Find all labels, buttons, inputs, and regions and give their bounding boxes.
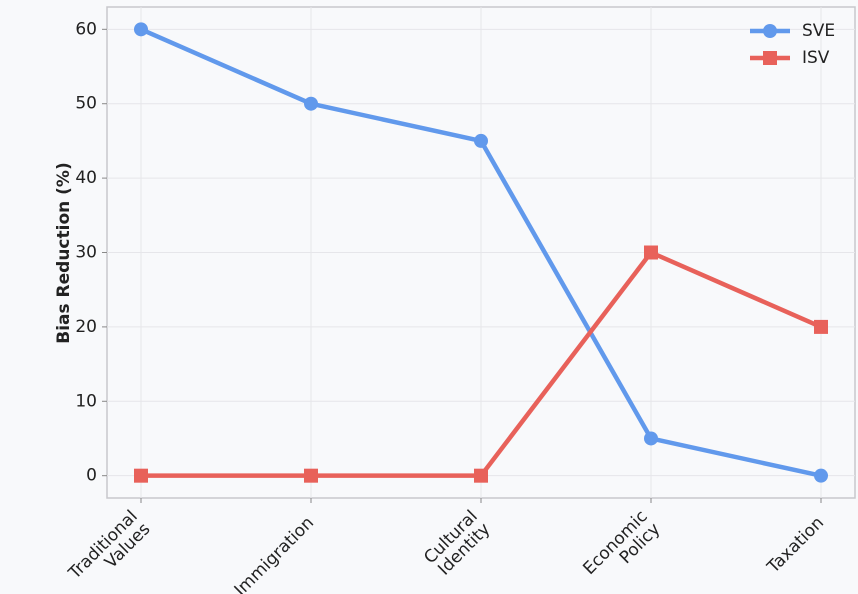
x-tick-label: TraditionalValues <box>64 506 154 594</box>
marker <box>474 468 488 483</box>
marker <box>474 133 488 148</box>
marker <box>644 431 658 446</box>
legend-label: ISV <box>802 48 830 68</box>
y-tick-label: 0 <box>86 466 97 486</box>
y-tick-label: 60 <box>75 19 97 39</box>
y-tick-label: 50 <box>75 94 97 114</box>
marker <box>304 468 318 483</box>
x-tick-label: Taxation <box>763 513 828 578</box>
y-axis-label: Bias Reduction (%) <box>54 162 74 344</box>
marker <box>644 245 658 260</box>
marker <box>814 319 828 334</box>
x-tick-label: EconomicPolicy <box>579 507 664 592</box>
marker <box>134 468 148 483</box>
y-tick-label: 10 <box>75 391 97 411</box>
marker <box>763 51 777 65</box>
y-tick-label: 20 <box>75 317 97 337</box>
y-tick-label: 30 <box>75 243 97 263</box>
y-tick-label: 40 <box>75 168 97 188</box>
x-tick-label: Immigration <box>231 513 318 594</box>
marker <box>763 24 777 38</box>
marker <box>134 22 148 37</box>
marker <box>304 96 318 111</box>
legend-label: SVE <box>802 21 835 41</box>
x-tick-label: CulturalIdentity <box>420 507 494 581</box>
marker <box>814 468 828 483</box>
